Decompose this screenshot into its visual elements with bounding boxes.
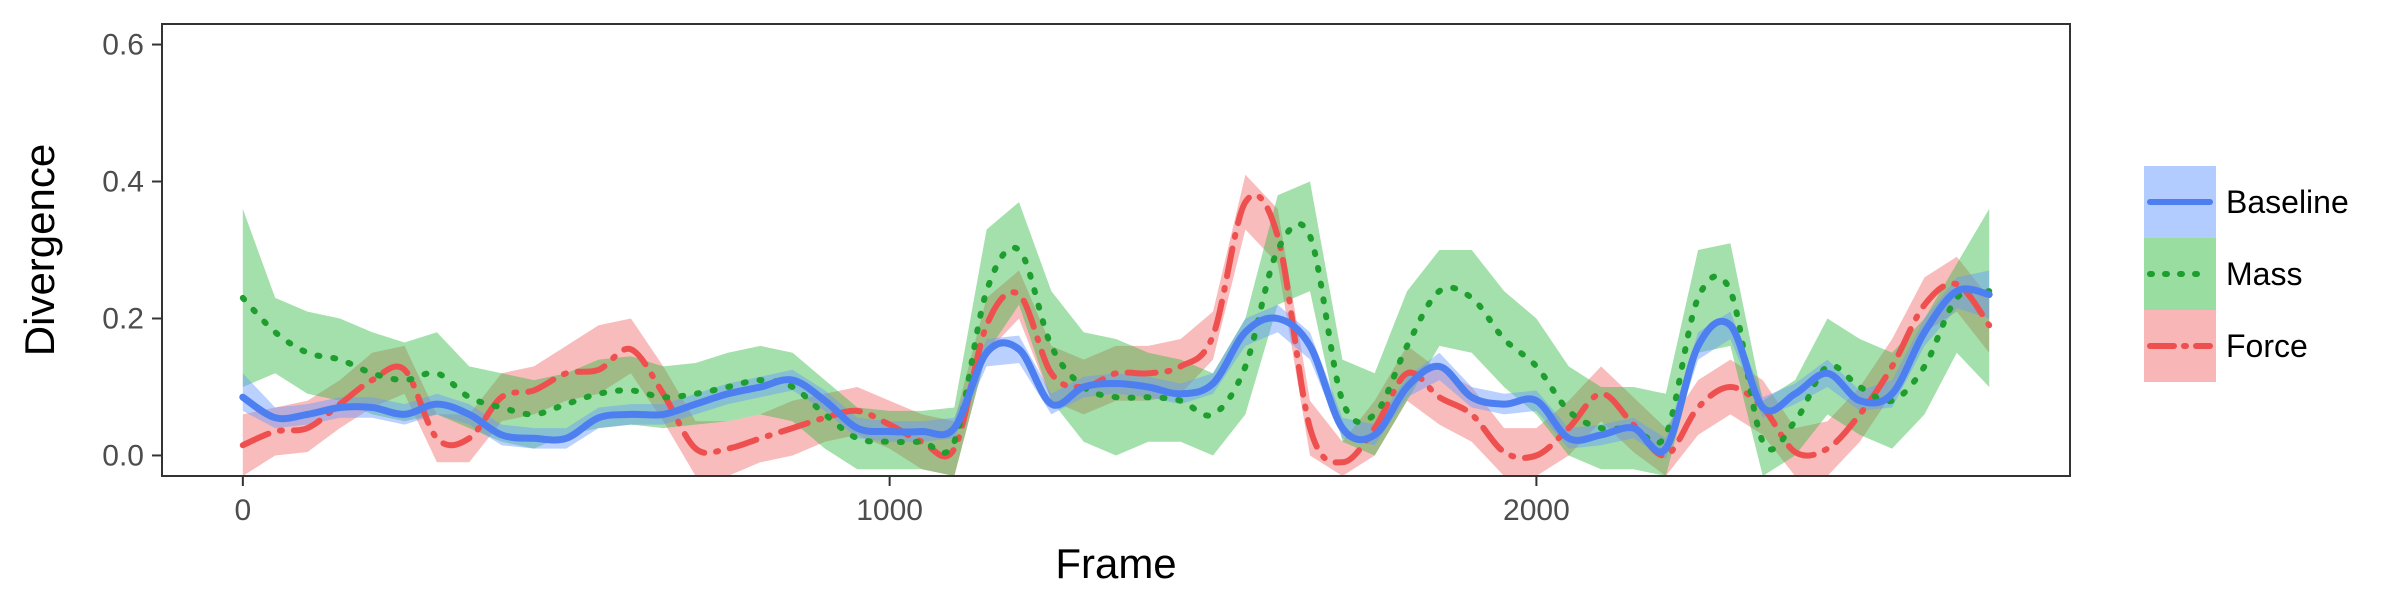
x-tick-label: 0 [235, 494, 252, 527]
y-tick-label: 0.6 [102, 29, 144, 62]
series-line-mass [239, 220, 1993, 456]
series-line-baseline [239, 285, 1993, 456]
legend-label-baseline: Baseline [2226, 184, 2349, 220]
series-lines [239, 192, 1993, 466]
legend-item-baseline: Baseline [2144, 166, 2349, 238]
legend-label-mass: Mass [2226, 256, 2302, 292]
y-tick-label: 0.2 [102, 302, 144, 335]
series-line-force [239, 192, 1993, 466]
legend-label-force: Force [2226, 328, 2308, 364]
plot-panel-border [161, 23, 2071, 477]
x-tick-label: 2000 [1503, 494, 1570, 527]
band-force [242, 174, 1990, 476]
legend: Baseline Mass Force [2144, 166, 2349, 382]
y-axis-title: Divergence [16, 144, 63, 356]
band-mass [242, 181, 1990, 476]
y-tick-label: 0.0 [102, 439, 144, 472]
y-tick-label: 0.4 [102, 166, 144, 199]
x-tick-label: 1000 [856, 494, 923, 527]
x-axis-title: Frame [1055, 540, 1176, 587]
x-axis: 0 1000 2000 [235, 476, 1570, 527]
legend-item-mass: Mass [2144, 238, 2302, 310]
legend-item-force: Force [2144, 310, 2308, 382]
y-axis: 0.0 0.2 0.4 0.6 [102, 29, 162, 472]
